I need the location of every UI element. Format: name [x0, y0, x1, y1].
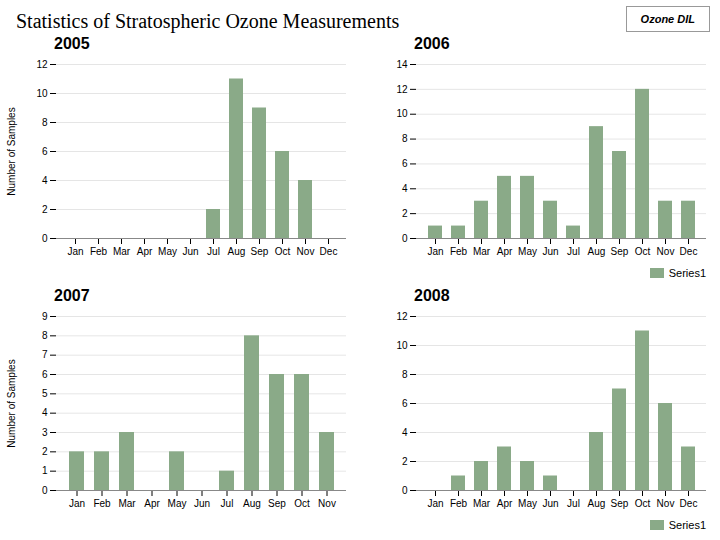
svg-text:Dec: Dec — [680, 498, 698, 509]
svg-text:Nov: Nov — [657, 246, 675, 257]
svg-text:Jan: Jan — [427, 246, 443, 257]
svg-text:10: 10 — [36, 88, 48, 99]
svg-text:8: 8 — [42, 117, 48, 128]
svg-text:Jul: Jul — [221, 498, 234, 509]
svg-text:Mar: Mar — [473, 246, 491, 257]
svg-text:0: 0 — [402, 485, 408, 496]
svg-text:3: 3 — [42, 427, 48, 438]
svg-text:Nov: Nov — [657, 498, 675, 509]
svg-text:Jun: Jun — [542, 498, 558, 509]
svg-text:Jul: Jul — [567, 498, 580, 509]
svg-text:Feb: Feb — [450, 246, 468, 257]
svg-text:Aug: Aug — [588, 246, 606, 257]
svg-text:Jan: Jan — [67, 246, 83, 257]
svg-text:9: 9 — [42, 311, 48, 322]
svg-text:Oct: Oct — [635, 498, 651, 509]
svg-text:Jan: Jan — [69, 498, 85, 509]
svg-text:12: 12 — [36, 59, 48, 70]
svg-text:Oct: Oct — [275, 246, 291, 257]
html-text:2008: 2008 — [414, 287, 450, 304]
svg-text:Mar: Mar — [113, 246, 131, 257]
html-text:2005: 2005 — [54, 35, 90, 52]
svg-text:Nov: Nov — [318, 498, 336, 509]
svg-text:12: 12 — [396, 84, 408, 95]
svg-text:Dec: Dec — [680, 246, 698, 257]
svg-text:1: 1 — [42, 465, 48, 476]
svg-text:Jun: Jun — [542, 246, 558, 257]
svg-text:6: 6 — [42, 146, 48, 157]
svg-text:5: 5 — [42, 388, 48, 399]
svg-text:2: 2 — [42, 446, 48, 457]
svg-text:Number of Samples: Number of Samples — [6, 107, 17, 195]
svg-text:0: 0 — [42, 233, 48, 244]
svg-text:Dec: Dec — [320, 246, 338, 257]
svg-text:Apr: Apr — [497, 246, 513, 257]
svg-text:Aug: Aug — [243, 498, 261, 509]
html-text:2006: 2006 — [414, 35, 450, 52]
svg-text:Aug: Aug — [228, 246, 246, 257]
html-text:Series1: Series1 — [668, 267, 706, 279]
svg-text:Sep: Sep — [268, 498, 286, 509]
svg-text:Jan: Jan — [427, 498, 443, 509]
svg-text:4: 4 — [42, 175, 48, 186]
svg-text:Feb: Feb — [450, 498, 468, 509]
svg-text:7: 7 — [42, 349, 48, 360]
svg-text:6: 6 — [42, 369, 48, 380]
svg-text:Nov: Nov — [297, 246, 315, 257]
svg-text:4: 4 — [42, 407, 48, 418]
svg-text:6: 6 — [402, 158, 408, 169]
svg-text:6: 6 — [402, 398, 408, 409]
svg-text:14: 14 — [396, 59, 408, 70]
svg-text:12: 12 — [396, 311, 408, 322]
html-text:Statistics of Stratospheric Oz: Statistics of Stratospheric Ozone Measur… — [16, 10, 400, 32]
svg-text:Mar: Mar — [473, 498, 491, 509]
svg-text:Jul: Jul — [207, 246, 220, 257]
svg-text:Apr: Apr — [497, 498, 513, 509]
svg-text:2: 2 — [402, 208, 408, 219]
svg-text:Oct: Oct — [635, 246, 651, 257]
svg-text:Feb: Feb — [93, 498, 111, 509]
svg-text:10: 10 — [396, 108, 408, 119]
svg-text:8: 8 — [402, 369, 408, 380]
svg-text:Jul: Jul — [567, 246, 580, 257]
svg-text:4: 4 — [402, 183, 408, 194]
svg-text:4: 4 — [402, 427, 408, 438]
svg-text:Aug: Aug — [588, 498, 606, 509]
svg-text:Mar: Mar — [118, 498, 136, 509]
svg-text:May: May — [518, 246, 537, 257]
svg-text:Sep: Sep — [611, 498, 629, 509]
svg-text:10: 10 — [396, 340, 408, 351]
svg-text:May: May — [168, 498, 187, 509]
svg-text:2: 2 — [402, 456, 408, 467]
svg-text:Apr: Apr — [144, 498, 160, 509]
svg-text:May: May — [158, 246, 177, 257]
svg-text:May: May — [518, 498, 537, 509]
svg-text:0: 0 — [402, 233, 408, 244]
svg-text:Apr: Apr — [137, 246, 153, 257]
svg-text:Number of Samples: Number of Samples — [6, 359, 17, 447]
svg-text:8: 8 — [42, 330, 48, 341]
svg-text:Jun: Jun — [182, 246, 198, 257]
svg-text:2: 2 — [42, 204, 48, 215]
html-text:2007: 2007 — [54, 287, 90, 304]
svg-text:Jun: Jun — [194, 498, 210, 509]
html-text:Series1: Series1 — [668, 519, 706, 531]
svg-text:8: 8 — [402, 133, 408, 144]
svg-text:Sep: Sep — [251, 246, 269, 257]
svg-text:Sep: Sep — [611, 246, 629, 257]
svg-text:Oct: Oct — [294, 498, 310, 509]
svg-text:Feb: Feb — [90, 246, 108, 257]
html-text:Ozone DIL: Ozone DIL — [640, 13, 695, 25]
svg-text:0: 0 — [42, 485, 48, 496]
